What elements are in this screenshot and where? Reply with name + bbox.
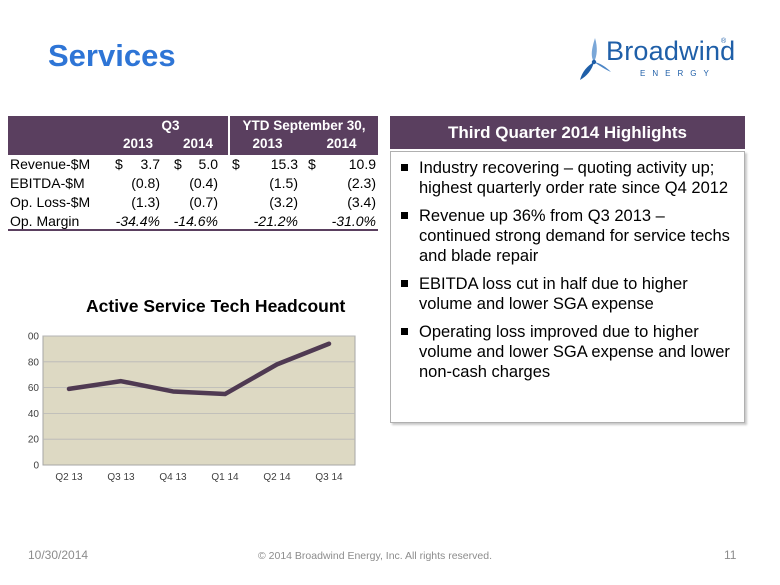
cell-value: (0.8)	[131, 175, 160, 191]
cell-value: -14.6%	[173, 213, 218, 229]
data-point	[67, 387, 71, 391]
cell-value: 5.0	[198, 156, 218, 172]
bullet-icon	[401, 328, 408, 335]
currency-sign: $	[174, 156, 182, 172]
highlights-title: Third Quarter 2014 Highlights	[390, 116, 745, 149]
row-label: Revenue-$M	[10, 156, 91, 172]
cell-value: (0.4)	[189, 175, 218, 191]
currency-sign: $	[232, 156, 240, 172]
highlight-text: Industry recovering – quoting activity u…	[419, 159, 729, 197]
turbine-logo-icon	[580, 38, 611, 80]
financial-table-header: Q3 YTD September 30, 2013 2014 2013 2014	[8, 116, 378, 155]
highlight-text: EBITDA loss cut in half due to higher vo…	[419, 275, 688, 313]
highlight-item: Revenue up 36% from Q3 2013 – continued …	[401, 206, 736, 266]
footer-copyright: © 2014 Broadwind Energy, Inc. All rights…	[258, 550, 492, 562]
data-point	[275, 362, 279, 366]
year-header-q3-2013: 2013	[122, 136, 154, 151]
table-row: EBITDA-$M (0.8) (0.4) (1.5) (2.3)	[8, 174, 378, 193]
cell-value: -21.2%	[253, 213, 298, 229]
y-tick-label: 100	[28, 332, 39, 343]
cell-value: (1.5)	[269, 175, 298, 191]
y-tick-label: 20	[28, 435, 39, 446]
cell-value: 3.7	[140, 156, 160, 172]
data-point	[327, 342, 331, 346]
currency-sign: $	[115, 156, 123, 172]
table-row: Op. Loss-$M (1.3) (0.7) (3.2) (3.4)	[8, 193, 378, 212]
q3-header: Q3	[161, 118, 180, 133]
y-tick-label: 40	[28, 409, 39, 420]
logo-wordmark: Broadwind	[606, 36, 736, 66]
x-tick-label: Q4 13	[159, 472, 187, 483]
logo-registered-mark: ®	[721, 38, 727, 45]
x-tick-label: Q2 13	[55, 472, 83, 483]
bullet-icon	[401, 280, 408, 287]
broadwind-logo: Broadwind ® ENERGY	[578, 36, 738, 84]
row-label: Op. Loss-$M	[10, 194, 91, 210]
page-number: 11	[724, 548, 737, 562]
cell-value: (3.2)	[269, 194, 298, 210]
logo-subtitle: ENERGY	[640, 69, 716, 78]
table-row: Revenue-$M $ 3.7 $ 5.0 $ 15.3 $ 10.9	[8, 155, 378, 174]
header-divider	[228, 116, 230, 155]
cell-value: (1.3)	[131, 194, 160, 210]
cell-value: -31.0%	[331, 213, 376, 229]
highlight-text: Revenue up 36% from Q3 2013 – continued …	[419, 207, 730, 265]
data-point	[223, 392, 227, 396]
highlight-item: Industry recovering – quoting activity u…	[401, 158, 736, 198]
financial-table: Q3 YTD September 30, 2013 2014 2013 2014…	[8, 116, 378, 231]
ytd-header: YTD September 30,	[242, 118, 366, 133]
highlight-text: Operating loss improved due to higher vo…	[419, 323, 730, 381]
series-line	[66, 341, 332, 397]
currency-sign: $	[308, 156, 316, 172]
table-row: Op. Margin -34.4% -14.6% -21.2% -31.0%	[8, 212, 378, 231]
cell-value: (0.7)	[189, 194, 218, 210]
row-label: EBITDA-$M	[10, 175, 85, 191]
footer-date: 10/30/2014	[28, 548, 89, 562]
year-header-ytd-2014: 2014	[326, 136, 357, 151]
plot-area	[42, 335, 356, 466]
highlights-box: Industry recovering – quoting activity u…	[390, 151, 745, 423]
cell-value: (2.3)	[347, 175, 376, 191]
row-label: Op. Margin	[10, 213, 80, 229]
bullet-icon	[401, 212, 408, 219]
data-point	[171, 389, 175, 393]
x-tick-label: Q2 14	[263, 472, 291, 483]
cell-value: -34.4%	[115, 213, 160, 229]
chart-canvas: 0 20 40 60 80 100 Q2 13 Q3 13 Q4 13 Q1 14 Q2 14 Q3 …	[28, 332, 356, 483]
bullet-icon	[401, 164, 408, 171]
cell-value: (3.4)	[347, 194, 376, 210]
slide-title: Services	[48, 38, 176, 73]
data-point	[119, 379, 123, 383]
year-header-q3-2014: 2014	[182, 136, 214, 151]
cell-value: 10.9	[348, 156, 376, 172]
y-tick-label: 60	[28, 383, 39, 394]
x-tick-label: Q3 14	[315, 472, 343, 483]
highlight-item: EBITDA loss cut in half due to higher vo…	[401, 274, 736, 314]
x-tick-label: Q3 13	[107, 472, 135, 483]
highlight-item: Operating loss improved due to higher vo…	[401, 322, 736, 382]
y-tick-label: 80	[28, 357, 39, 368]
cell-value: 15.3	[270, 156, 298, 172]
chart-title: Active Service Tech Headcount	[86, 296, 346, 316]
headcount-chart: Active Service Tech Headcount 0 20 40 60 80 1…	[28, 296, 358, 496]
x-tick-label: Q1 14	[211, 472, 239, 483]
year-header-ytd-2013: 2013	[252, 136, 283, 151]
y-tick-label: 0	[33, 461, 39, 472]
